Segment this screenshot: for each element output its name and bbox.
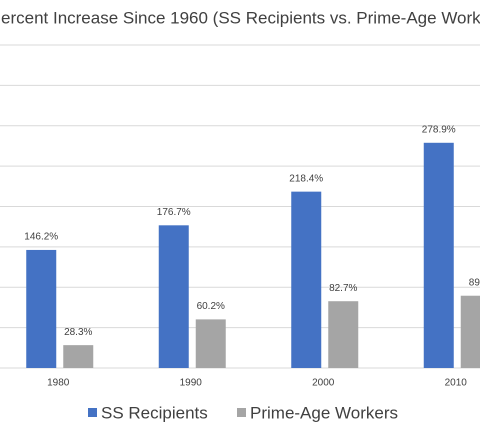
bar (195, 319, 226, 368)
legend-swatch (237, 408, 246, 417)
data-label: 176.7% (157, 207, 191, 218)
data-label: 146.2% (24, 232, 58, 243)
bar (291, 191, 322, 368)
data-label: 278.9% (422, 124, 456, 135)
legend-swatch (88, 408, 97, 417)
data-label: 218.4% (289, 173, 323, 184)
bar (328, 301, 359, 368)
chart-title: ercent Increase Since 1960 (SS Recipient… (1, 8, 480, 27)
x-tick-label: 1990 (180, 378, 203, 389)
legend-label: Prime-Age Workers (250, 403, 398, 422)
bar (158, 225, 189, 368)
data-label: 89. (469, 277, 480, 288)
legend-label: SS Recipients (101, 403, 208, 422)
data-label: 60.2% (197, 301, 225, 312)
data-label: 82.7% (329, 283, 357, 294)
bar (63, 345, 94, 368)
x-tick-label: 2010 (445, 378, 468, 389)
x-tick-label: 2000 (312, 378, 335, 389)
bar (460, 295, 480, 368)
x-tick-label: 1980 (47, 378, 70, 389)
data-label: 28.3% (64, 327, 92, 338)
bar (423, 142, 454, 368)
bar (26, 249, 57, 368)
